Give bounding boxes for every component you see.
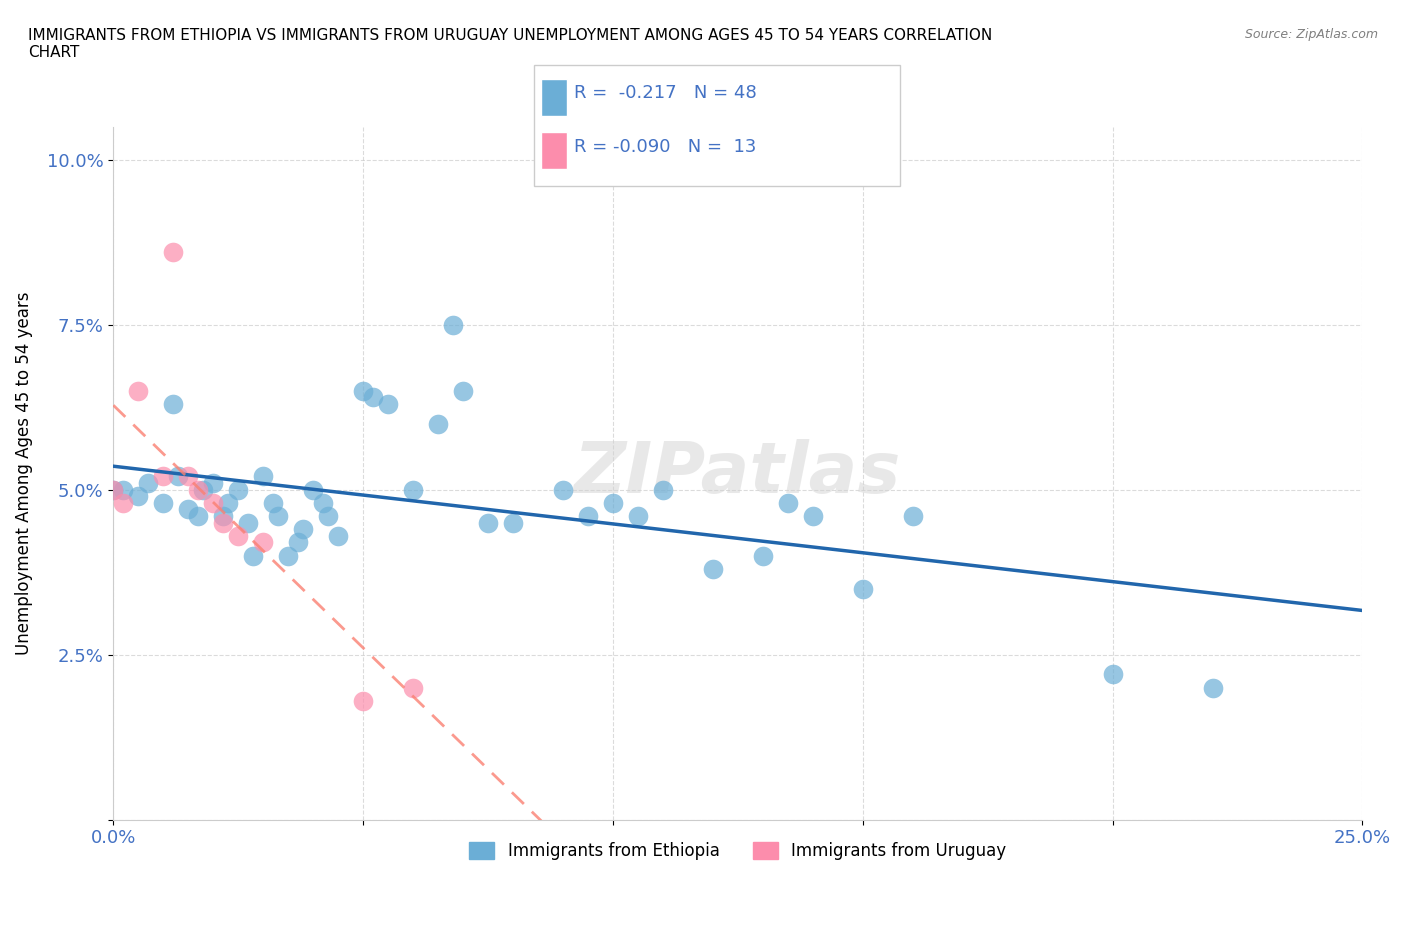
Point (167, 469, 190, 484)
Point (292, 522, 315, 537)
Point (801, 509, 824, 524)
Point (238, 515, 260, 530)
Point (193, 482, 215, 497)
Point (477, 515, 499, 530)
Point (287, 535, 309, 550)
Point (187, 482, 209, 497)
Point (402, 680, 425, 695)
Point (901, 509, 924, 524)
Point (312, 496, 335, 511)
Point (138, 475, 160, 490)
Point (852, 581, 875, 596)
Point (226, 528, 249, 543)
Point (212, 515, 235, 530)
Text: IMMIGRANTS FROM ETHIOPIA VS IMMIGRANTS FROM URUGUAY UNEMPLOYMENT AMONG AGES 45 T: IMMIGRANTS FROM ETHIOPIA VS IMMIGRANTS F… (28, 28, 993, 60)
Text: Source: ZipAtlas.com: Source: ZipAtlas.com (1244, 28, 1378, 41)
Point (652, 482, 675, 497)
Point (162, 396, 184, 411)
Text: ZIPatlas: ZIPatlas (574, 439, 901, 508)
Point (217, 496, 239, 511)
Point (127, 383, 149, 398)
Point (551, 482, 574, 497)
Point (202, 475, 225, 490)
Point (352, 383, 374, 398)
Point (177, 502, 200, 517)
Point (162, 245, 184, 259)
Point (752, 548, 775, 563)
Point (1101, 667, 1123, 682)
Point (152, 469, 174, 484)
Point (226, 482, 249, 497)
Point (112, 482, 135, 497)
Y-axis label: Unemployment Among Ages 45 to 54 years: Unemployment Among Ages 45 to 54 years (15, 291, 32, 655)
Point (627, 509, 650, 524)
Point (377, 396, 399, 411)
Point (361, 390, 384, 405)
Point (352, 693, 374, 708)
Point (277, 548, 299, 563)
Text: R =  -0.217   N = 48: R = -0.217 N = 48 (574, 84, 756, 102)
Point (262, 496, 284, 511)
Point (502, 515, 524, 530)
Point (602, 496, 624, 511)
Point (127, 489, 149, 504)
Point (427, 416, 450, 431)
Point (302, 482, 325, 497)
Point (202, 496, 225, 511)
Point (103, 482, 125, 497)
Point (252, 535, 274, 550)
Text: R = -0.090   N =  13: R = -0.090 N = 13 (574, 138, 756, 156)
Point (212, 509, 235, 524)
Point (576, 509, 599, 524)
Point (177, 469, 200, 484)
Point (451, 383, 474, 398)
Point (242, 548, 264, 563)
Point (776, 496, 799, 511)
Point (328, 528, 350, 543)
Point (441, 317, 464, 332)
Point (103, 482, 125, 497)
Point (152, 496, 174, 511)
Legend: Immigrants from Ethiopia, Immigrants from Uruguay: Immigrants from Ethiopia, Immigrants fro… (463, 835, 1014, 867)
Point (252, 469, 274, 484)
Point (187, 509, 209, 524)
Point (112, 496, 135, 511)
Point (1201, 680, 1223, 695)
Point (316, 509, 339, 524)
Point (267, 509, 290, 524)
Point (402, 482, 425, 497)
Point (702, 562, 724, 577)
